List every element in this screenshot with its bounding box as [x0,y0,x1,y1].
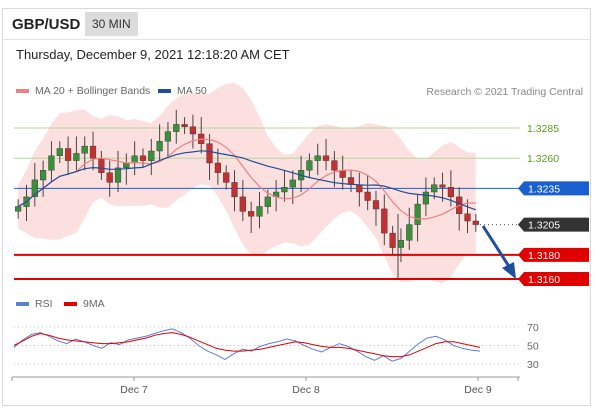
candle-body [464,213,471,222]
candle-body [256,206,263,217]
rsi-tick-30: 30 [527,359,539,371]
candle-body [40,170,47,181]
level-label-1.3235: 1.3235 [528,183,560,195]
rsi-tick-50: 50 [527,341,539,353]
legend-rsi-label: RSI [35,298,53,310]
forecast-arrow-head [502,262,516,279]
ma20-line [17,138,476,220]
candle-body [239,196,246,212]
candle-body [73,153,80,161]
candle-body [289,179,296,188]
forecast-arrow-shaft [481,225,512,269]
legend-9ma-swatch [64,302,77,307]
x-tick-label: Dec 7 [120,384,148,396]
candle-body [31,179,38,197]
candle-body [98,157,105,173]
candle-body [14,206,22,212]
level-label-1.3180: 1.3180 [528,250,560,262]
legend-rsi: RSI [16,298,53,310]
rsi-tick-70: 70 [527,322,539,334]
candle-body [331,160,338,171]
x-tick-label: Dec 9 [464,384,492,396]
candle-body [397,240,405,248]
legend-ma20-swatch [16,89,29,94]
candle-body [214,162,222,173]
candle-body [439,184,446,188]
candle-body [189,126,197,135]
candle-body [173,124,180,132]
candle-body [164,131,172,142]
candle-body [264,196,271,207]
candle-body [139,155,147,161]
rsi-series-9ma [13,332,481,358]
legend-ma20-label: MA 20 + Bollinger Bands [35,85,151,97]
candle-body [89,145,97,159]
ma50-line [17,150,477,211]
level-tag-1.3205 [518,217,589,232]
candle-body [81,145,88,154]
x-tick-label: Dec 8 [292,384,320,396]
level-label-1.3160: 1.3160 [528,274,560,286]
candle-body [247,211,255,217]
rsi-series-rsi [13,328,481,362]
candle-body [322,155,330,161]
candle-body [181,124,188,128]
candle-body [406,224,413,241]
level-tag-1.3180 [518,247,589,262]
level-label-1.3285: 1.3285 [527,123,559,135]
candle-body [206,143,213,164]
candle-body [414,203,421,225]
level-tag-1.3160 [518,272,589,286]
candle-body [223,172,230,183]
candle-body [123,162,130,169]
bollinger-band [18,82,476,284]
candle-body [472,220,479,225]
legend-ma20-bollinger: MA 20 + Bollinger Bands [16,85,150,97]
candle-body [447,186,455,198]
timestamp: Thursday, December 9, 2021 12:18:20 AM C… [16,47,290,62]
candle-body [56,148,63,156]
level-label-1.3260: 1.3260 [527,153,559,165]
candle-body [372,200,380,210]
legend-ma50-swatch [158,89,171,94]
header-bar [2,8,591,40]
candle-body [422,191,430,205]
candle-body [156,141,163,152]
candle-body [64,148,72,161]
candle-body [106,172,113,183]
level-tag-1.3235 [518,181,589,196]
symbol-title: GBP/USD [12,16,81,33]
candle-body [389,232,396,248]
candle-body [381,208,388,234]
candle-body [114,167,122,183]
candle-body [431,184,438,193]
candle-body [281,186,288,193]
candle-body [339,170,346,178]
candle-body [306,160,313,171]
legend-rsi-swatch [16,302,29,307]
level-label-1.3205: 1.3205 [528,220,560,232]
legend-9ma: 9MA [64,298,105,310]
candle-body [148,150,155,161]
copyright: Research © 2021 Trading Central [426,86,583,98]
legend-9ma-label: 9MA [83,298,105,310]
candle-body [314,155,321,161]
candle-body [48,155,55,171]
candle-body [356,184,363,193]
interval-badge[interactable]: 30 MIN [85,12,138,36]
candle-body [364,191,371,201]
candle-body [231,182,238,198]
